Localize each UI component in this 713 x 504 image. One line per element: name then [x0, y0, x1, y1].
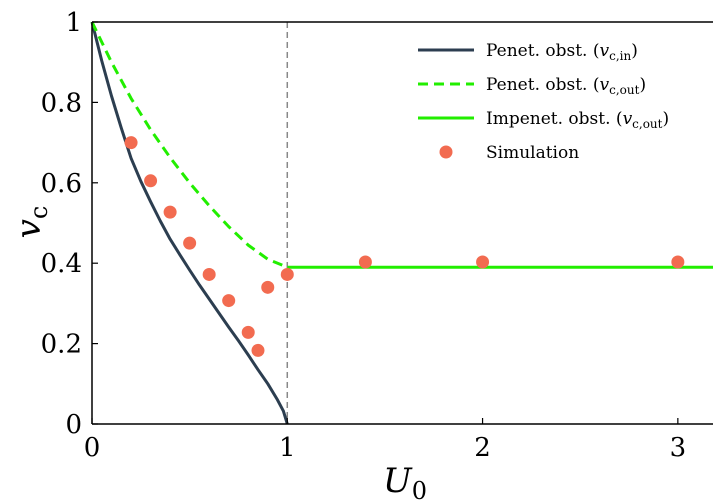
data-point [671, 255, 685, 269]
data-point [251, 343, 265, 357]
legend-label: Penet. obst. (vc,in) [486, 41, 638, 63]
data-point [476, 255, 490, 269]
legend-label: Penet. obst. (vc,out) [486, 75, 646, 97]
legend-marker [439, 145, 453, 159]
data-point [261, 280, 275, 294]
axes: 0 1 2 3 0 0.2 0.4 0.6 0.8 1 [41, 8, 713, 463]
legend: Penet. obst. (vc,in) Penet. obst. (vc,out… [418, 41, 669, 163]
x-tick-label: 1 [279, 433, 296, 463]
y-tick-label: 0.8 [41, 88, 82, 118]
data-point [163, 205, 177, 219]
legend-label: Simulation [486, 143, 579, 163]
plot-area [90, 21, 713, 425]
x-axis-label: U0 [383, 461, 427, 504]
y-tick-label: 0 [65, 410, 82, 440]
y-axis-label: vc [9, 206, 53, 239]
series-line-1 [90, 21, 288, 269]
data-point [124, 136, 138, 150]
data-point [280, 267, 294, 281]
data-point [202, 267, 216, 281]
data-point [222, 294, 236, 308]
y-tick-label: 0.6 [41, 169, 82, 199]
data-point [144, 174, 158, 188]
x-tick-label: 0 [84, 433, 101, 463]
data-point [183, 236, 197, 250]
data-point [241, 325, 255, 339]
x-tick-label: 3 [670, 433, 687, 463]
data-point [358, 255, 372, 269]
x-tick-label: 2 [474, 433, 491, 463]
y-tick-label: 0.2 [41, 330, 82, 360]
y-tick-label: 1 [65, 8, 82, 38]
y-tick-label: 0.4 [41, 249, 82, 279]
legend-label: Impenet. obst. (vc,out) [486, 109, 669, 131]
